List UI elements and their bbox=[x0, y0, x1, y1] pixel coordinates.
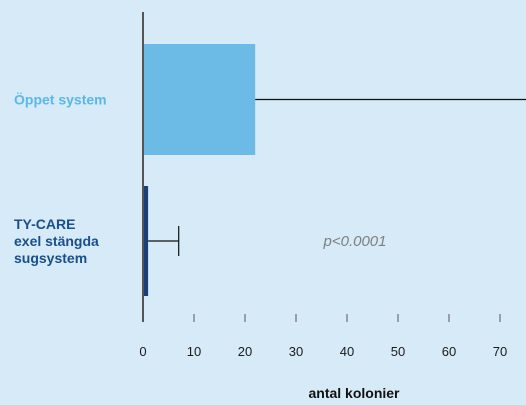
x-tick-label: 60 bbox=[442, 344, 456, 359]
x-tick-label: 30 bbox=[289, 344, 303, 359]
x-tick-label: 10 bbox=[187, 344, 201, 359]
x-axis-title: antal kolonier bbox=[308, 385, 400, 401]
x-tick-label: 70 bbox=[493, 344, 507, 359]
category-label-line: Öppet system bbox=[14, 92, 107, 108]
category-label-line: TY-CARE bbox=[14, 216, 75, 232]
bar-0 bbox=[143, 44, 256, 155]
category-label-line: exel stängda bbox=[14, 233, 99, 249]
x-tick-label: 20 bbox=[238, 344, 252, 359]
x-tick-label: 50 bbox=[391, 344, 405, 359]
p-value-annotation: p<0.0001 bbox=[323, 233, 387, 250]
bar-1 bbox=[143, 186, 149, 296]
x-tick-label: 40 bbox=[340, 344, 354, 359]
category-label-0: Öppet system bbox=[14, 92, 107, 108]
x-tick-label: 0 bbox=[139, 344, 146, 359]
category-label-line: sugsystem bbox=[14, 250, 87, 266]
category-label-1: TY-CARE exel stängda sugsystem bbox=[14, 216, 99, 266]
